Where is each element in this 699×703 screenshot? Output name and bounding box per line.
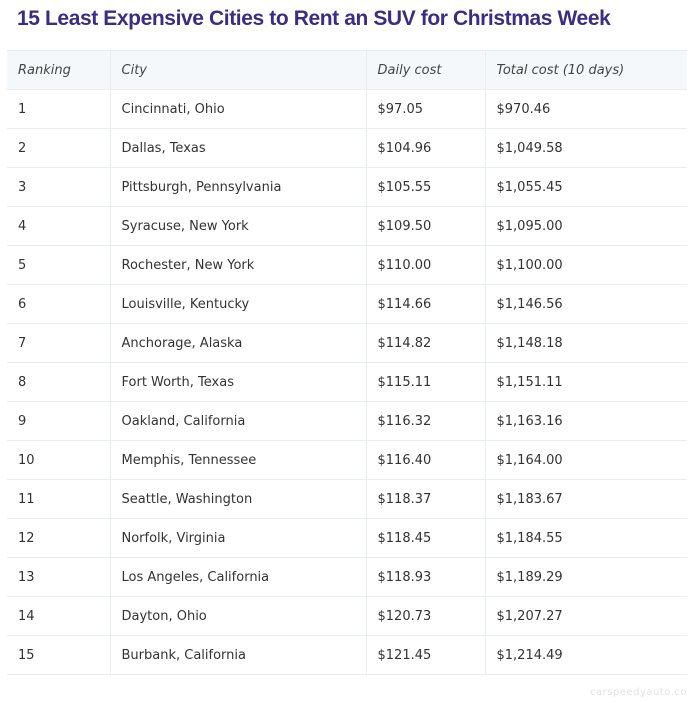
table-cell: $118.37 xyxy=(365,479,485,519)
table-cell: Seattle, Washington xyxy=(109,479,366,519)
table-cell: $1,146.56 xyxy=(484,284,687,324)
table-cell: Dayton, Ohio xyxy=(109,596,366,636)
table-cell: $1,184.55 xyxy=(484,518,687,558)
table-row: 11 Seattle, Washington $118.37 $1,183.67 xyxy=(7,479,687,519)
table-cell: 9 xyxy=(7,401,110,441)
header-row: Ranking City Daily cost Total cost (10 days… xyxy=(7,50,687,90)
table-cell: 7 xyxy=(7,323,110,363)
table-cell: $97.05 xyxy=(365,89,485,129)
table-cell: 14 xyxy=(7,596,110,636)
table-row: 2 Dallas, Texas $104.96 $1,049.58 xyxy=(7,128,687,168)
table-row: 4 Syracuse, New York $109.50 $1,095.00 xyxy=(7,206,687,246)
table-cell: 15 xyxy=(7,635,110,675)
table-cell: $118.93 xyxy=(365,557,485,597)
table-cell: $970.46 xyxy=(484,89,687,129)
table-cell: 1 xyxy=(7,89,110,129)
watermark: carspeedyauto.co xyxy=(590,687,687,698)
table-row: 10 Memphis, Tennessee $116.40 $1,164.00 xyxy=(7,440,687,480)
table-cell: 10 xyxy=(7,440,110,480)
table-cell: $114.82 xyxy=(365,323,485,363)
table-cell: $114.66 xyxy=(365,284,485,324)
table-cell: 8 xyxy=(7,362,110,402)
table-cell: Louisville, Kentucky xyxy=(109,284,366,324)
table-row: 9 Oakland, California $116.32 $1,163.16 xyxy=(7,401,687,441)
table-cell: $1,148.18 xyxy=(484,323,687,363)
table-cell: 12 xyxy=(7,518,110,558)
table-cell: Pittsburgh, Pennsylvania xyxy=(109,167,366,207)
table-cell: Rochester, New York xyxy=(109,245,366,285)
title: 15 Least Expensive Cities to Rent an SUV… xyxy=(17,7,611,30)
table-cell: Dallas, Texas xyxy=(109,128,366,168)
table-head: Ranking City Daily cost Total cost (10 days… xyxy=(7,50,687,90)
table-row: 6 Louisville, Kentucky $114.66 $1,146.56 xyxy=(7,284,687,324)
table-cell: $1,055.45 xyxy=(484,167,687,207)
table-cell: Burbank, California xyxy=(109,635,366,675)
table-cell: $120.73 xyxy=(365,596,485,636)
table-cell: $1,100.00 xyxy=(484,245,687,285)
table-cell: Norfolk, Virginia xyxy=(109,518,366,558)
table-cell: $116.32 xyxy=(365,401,485,441)
table-cell: Anchorage, Alaska xyxy=(109,323,366,363)
table-row: 8 Fort Worth, Texas $115.11 $1,151.11 xyxy=(7,362,687,402)
table-cell: 13 xyxy=(7,557,110,597)
table: Ranking City Daily cost Total cost (10 days… xyxy=(7,50,687,675)
column-header: Total cost (10 days) xyxy=(484,50,687,90)
table-cell: $104.96 xyxy=(365,128,485,168)
table-cell: $110.00 xyxy=(365,245,485,285)
table-cell: $1,163.16 xyxy=(484,401,687,441)
table-cell: $116.40 xyxy=(365,440,485,480)
table-cell: $1,207.27 xyxy=(484,596,687,636)
column-header: City xyxy=(109,50,366,90)
table-row: 5 Rochester, New York $110.00 $1,100.00 xyxy=(7,245,687,285)
table-cell: Los Angeles, California xyxy=(109,557,366,597)
table-cell: 6 xyxy=(7,284,110,324)
table-cell: $1,151.11 xyxy=(484,362,687,402)
table-row: 12 Norfolk, Virginia $118.45 $1,184.55 xyxy=(7,518,687,558)
table-cell: $115.11 xyxy=(365,362,485,402)
table-cell: Cincinnati, Ohio xyxy=(109,89,366,129)
column-header: Ranking xyxy=(7,50,110,90)
table-cell: $105.55 xyxy=(365,167,485,207)
table-cell: 11 xyxy=(7,479,110,519)
table-row: 15 Burbank, California $121.45 $1,214.49 xyxy=(7,635,687,675)
table-cell: 3 xyxy=(7,167,110,207)
table-cell: $1,049.58 xyxy=(484,128,687,168)
column-header: Daily cost xyxy=(365,50,485,90)
table-row: 1 Cincinnati, Ohio $97.05 $970.46 xyxy=(7,89,687,129)
table-cell: Memphis, Tennessee xyxy=(109,440,366,480)
table-cell: $118.45 xyxy=(365,518,485,558)
table-cell: $1,095.00 xyxy=(484,206,687,246)
table-cell: $109.50 xyxy=(365,206,485,246)
table-cell: $121.45 xyxy=(365,635,485,675)
table-cell: Syracuse, New York xyxy=(109,206,366,246)
table-cell: $1,189.29 xyxy=(484,557,687,597)
table-cell: 2 xyxy=(7,128,110,168)
table-cell: Fort Worth, Texas xyxy=(109,362,366,402)
table-cell: $1,164.00 xyxy=(484,440,687,480)
table-body: 1 Cincinnati, Ohio $97.05 $970.46 2 Dallas, T… xyxy=(7,89,687,675)
table-row: 14 Dayton, Ohio $120.73 $1,207.27 xyxy=(7,596,687,636)
table-cell: $1,214.49 xyxy=(484,635,687,675)
table-cell: 5 xyxy=(7,245,110,285)
table-cell: Oakland, California xyxy=(109,401,366,441)
table-row: 7 Anchorage, Alaska $114.82 $1,148.18 xyxy=(7,323,687,363)
table-cell: 4 xyxy=(7,206,110,246)
table-row: 13 Los Angeles, California $118.93 $1,189.2… xyxy=(7,557,687,597)
table-cell: $1,183.67 xyxy=(484,479,687,519)
table-row: 3 Pittsburgh, Pennsylvania $105.55 $1,055.4… xyxy=(7,167,687,207)
